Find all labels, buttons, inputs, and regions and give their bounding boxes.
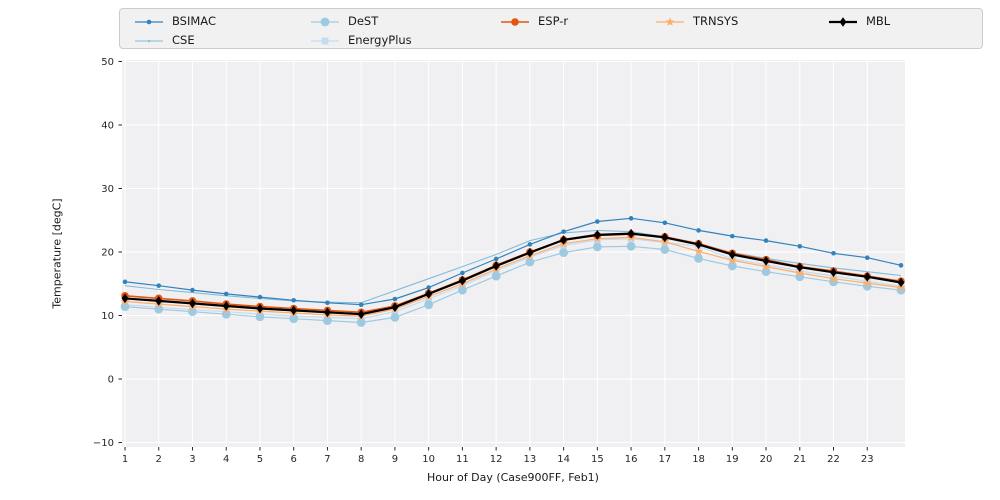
series-line-dest xyxy=(124,245,902,324)
x-tick-label: 18 xyxy=(692,454,705,465)
x-tick-label: 1 xyxy=(122,454,128,465)
x-tick-label: 16 xyxy=(625,454,638,465)
legend-item-energyplus: EnergyPlus xyxy=(310,32,412,48)
x-tick-label: 11 xyxy=(456,454,469,465)
trnsys-line-marker-icon xyxy=(655,14,685,28)
espr-line-marker-icon xyxy=(500,14,530,28)
x-tick-label: 2 xyxy=(156,454,162,465)
legend-item-trnsys: TRNSYS xyxy=(655,13,738,29)
chart-legend: BSIMAC CSE DeST EnergyPlus ESP-r TRNSYS … xyxy=(119,8,983,49)
plot-background xyxy=(122,60,905,447)
legend-label: TRNSYS xyxy=(693,14,739,28)
series-dest xyxy=(120,241,906,327)
y-tick-label: 30 xyxy=(101,184,114,195)
series-line-trnsys xyxy=(124,236,902,317)
series-bsimac xyxy=(122,216,904,308)
x-tick-label: 12 xyxy=(490,454,503,465)
dest-line-marker-icon xyxy=(310,14,340,28)
legend-label: BSIMAC xyxy=(172,14,216,28)
legend-label: CSE xyxy=(172,33,195,47)
y-tick-label: 20 xyxy=(101,248,114,259)
series-line-cse xyxy=(124,229,902,304)
y-tick-label: 40 xyxy=(101,121,114,132)
series-cse xyxy=(124,229,902,304)
x-tick-label: 10 xyxy=(422,454,435,465)
x-tick-label: 8 xyxy=(358,454,364,465)
x-tick-label: 22 xyxy=(827,454,840,465)
y-tick-label: −10 xyxy=(93,438,114,449)
x-tick-label: 21 xyxy=(793,454,806,465)
x-tick-label: 23 xyxy=(861,454,874,465)
x-tick-label: 9 xyxy=(392,454,398,465)
cse-line-marker-icon xyxy=(134,33,164,47)
legend-label: DeST xyxy=(348,14,379,28)
series-line-bsimac xyxy=(124,217,902,306)
legend-label: EnergyPlus xyxy=(348,33,412,47)
series-line-mbl xyxy=(124,232,902,316)
legend-item-mbl: MBL xyxy=(828,13,890,29)
tick-labels: 1 2 3 4 5 6 7 8 9 10 11 12 13 14 15 16 17 18 19 20 21 22 23−10… xyxy=(93,57,874,465)
legend-item-bsimac: BSIMAC xyxy=(134,13,216,29)
energyplus-line-marker-icon xyxy=(310,33,340,47)
y-axis-label: Temperature [degC] xyxy=(50,198,64,309)
x-tick-label: 3 xyxy=(189,454,195,465)
x-tick-label: 6 xyxy=(291,454,297,465)
bsimac-line-marker-icon xyxy=(134,14,164,28)
series-markers-mbl xyxy=(121,228,905,320)
x-tick-label: 17 xyxy=(658,454,671,465)
mbl-line-marker-icon xyxy=(828,14,858,28)
x-tick-label: 19 xyxy=(726,454,739,465)
x-tick-label: 4 xyxy=(223,454,229,465)
series-markers-dest xyxy=(120,241,906,327)
x-tick-label: 13 xyxy=(524,454,537,465)
legend-label: ESP-r xyxy=(538,14,569,28)
x-tick-label: 14 xyxy=(557,454,570,465)
x-tick-label: 20 xyxy=(760,454,773,465)
legend-label: MBL xyxy=(866,14,891,28)
legend-item-cse: CSE xyxy=(134,32,195,48)
y-tick-label: 0 xyxy=(108,375,114,386)
y-tick-label: 50 xyxy=(101,57,114,68)
series-mbl xyxy=(121,228,905,320)
x-tick-label: 15 xyxy=(591,454,604,465)
x-tick-label: 5 xyxy=(257,454,263,465)
x-axis-label: Hour of Day (Case900FF, Feb1) xyxy=(427,471,599,484)
legend-item-dest: DeST xyxy=(310,13,378,29)
y-tick-label: 10 xyxy=(101,311,114,322)
tick-marks xyxy=(118,61,868,451)
series-line-energyplus xyxy=(124,238,902,320)
legend-item-espr: ESP-r xyxy=(500,13,568,29)
x-tick-label: 7 xyxy=(324,454,330,465)
series-markers-bsimac xyxy=(122,216,904,308)
